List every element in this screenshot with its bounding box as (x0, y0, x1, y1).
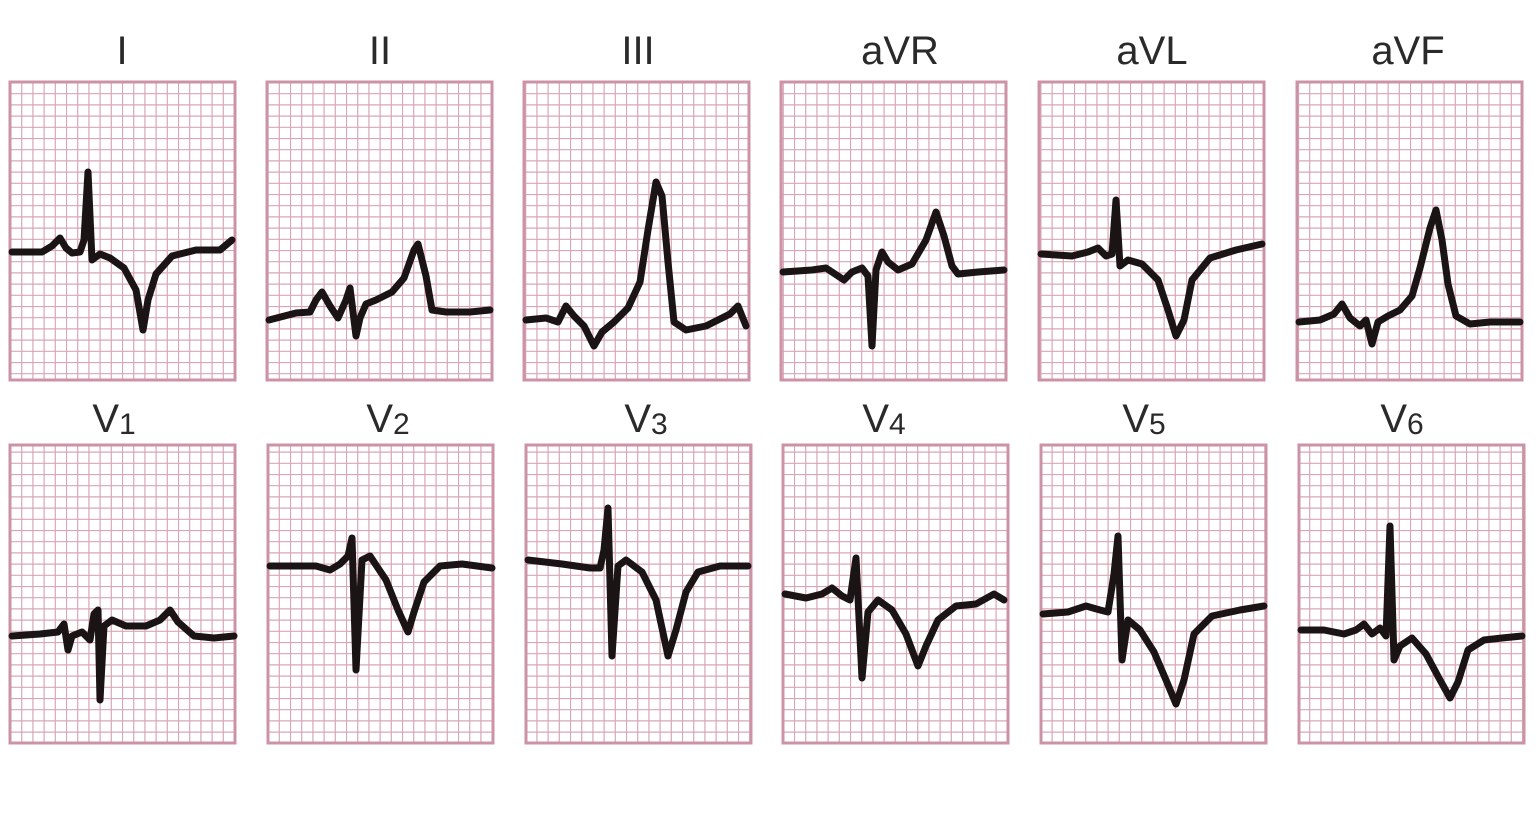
lead-panel-aVF: aVF (1295, 29, 1524, 382)
waveform-III (522, 178, 750, 350)
lead-panel-V6: V6 (1297, 397, 1526, 745)
lead-label-aVF: aVF (1371, 29, 1444, 73)
waveform-V3 (524, 504, 752, 660)
waveform-V5 (1039, 532, 1268, 708)
ecg-grid-aVR (779, 80, 1008, 382)
lead-panel-III: III (522, 29, 751, 382)
lead-panel-V2: V2 (266, 397, 496, 745)
lead-panel-V1: V1 (8, 397, 238, 745)
lead-label-I: I (116, 29, 127, 73)
lead-label-aVL: aVL (1116, 29, 1187, 73)
lead-label-V3: V3 (624, 397, 667, 441)
waveform-aVF (1295, 206, 1524, 348)
lead-label-V4: V4 (862, 397, 905, 441)
lead-label-II: II (369, 29, 391, 73)
lead-label-V2: V2 (366, 397, 409, 441)
waveform-V1 (8, 606, 238, 704)
lead-panel-I: I (8, 29, 237, 382)
lead-panel-II: II (265, 29, 494, 382)
ecg-grid-III (522, 80, 751, 382)
waveform-II (265, 240, 494, 340)
waveform-aVR (779, 208, 1008, 350)
lead-panel-aVL: aVL (1037, 29, 1266, 382)
waveform-V6 (1297, 522, 1526, 702)
lead-label-III: III (621, 29, 654, 73)
lead-panel-aVR: aVR (779, 29, 1008, 382)
ecg-grid-V3 (524, 443, 753, 745)
lead-label-V6: V6 (1380, 397, 1423, 441)
waveform-I (8, 168, 236, 334)
waveform-V4 (781, 554, 1008, 682)
waveform-aVL (1037, 196, 1266, 340)
ecg-grid-aVF (1295, 80, 1524, 382)
ecg-grid-I (8, 80, 237, 382)
ecg-grid-V5 (1039, 443, 1268, 745)
lead-label-aVR: aVR (861, 29, 939, 73)
lead-panel-V3: V3 (524, 397, 753, 745)
ecg-grid-V1 (8, 443, 237, 745)
lead-label-V5: V5 (1122, 397, 1165, 441)
ecg-grid-aVL (1037, 80, 1266, 382)
lead-panel-V4: V4 (781, 397, 1010, 745)
ecg-grid-II (265, 80, 494, 382)
ecg-grid-V6 (1297, 443, 1526, 745)
waveform-V2 (266, 534, 496, 674)
lead-panel-V5: V5 (1039, 397, 1268, 745)
ecg-grid-V2 (266, 443, 495, 745)
lead-label-V1: V1 (92, 397, 135, 441)
